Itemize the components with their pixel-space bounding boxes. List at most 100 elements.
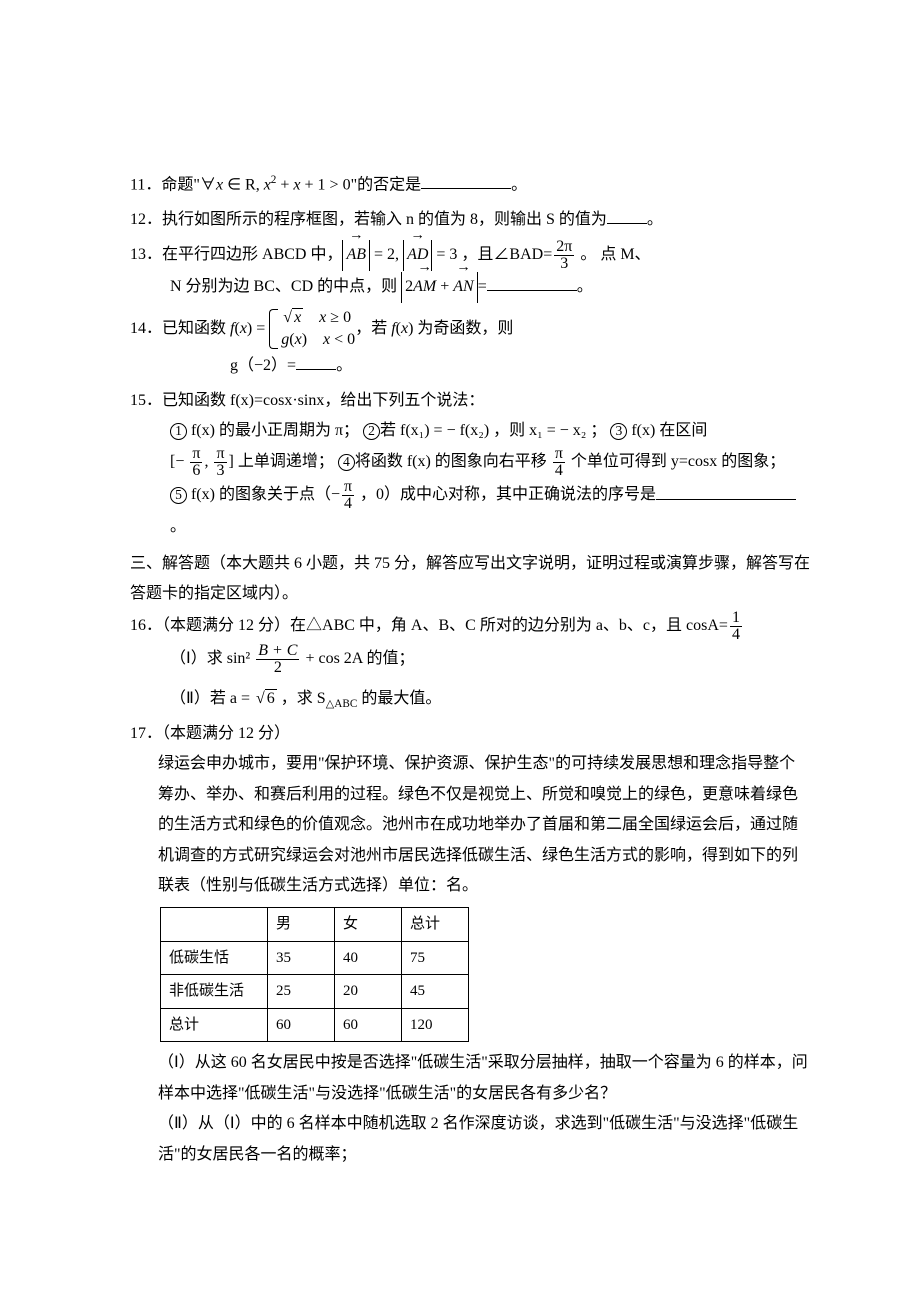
cell: 35 xyxy=(268,941,335,975)
contingency-table: 男 女 总计 低碳生恬 35 40 75 非低碳生活 25 20 45 xyxy=(160,907,469,1042)
table-row: 总计 60 60 120 xyxy=(161,1008,469,1042)
sqrt6-val: 6 xyxy=(265,689,277,707)
q15-s4a: 将函数 f(x) 的图象向右平移 xyxy=(355,454,551,471)
q16-frac1: 14 xyxy=(730,610,742,643)
q13-l1d: 。 点 M、 xyxy=(576,246,650,263)
q13-l2a: N 分别为边 BC、CD 的中点，则 xyxy=(170,278,401,295)
circled-5: 5 xyxy=(170,487,187,504)
question-15: 15．已知函数 f(x)=cosx·sinx，给出下列五个说法： 1 f(x) … xyxy=(130,386,810,543)
q15-blank xyxy=(656,483,796,500)
exam-page: 11．命题"∀x ∈ R, x2 + x + 1 > 0"的否定是。 12．执行… xyxy=(0,0,920,1254)
table-row: 低碳生恬 35 40 75 xyxy=(161,941,469,975)
q16-part2: （Ⅱ）若 a = 6 ，求 S△ABC 的最大值。 xyxy=(130,684,810,715)
cell: 60 xyxy=(268,1008,335,1042)
q15-l2a: [− xyxy=(170,454,188,471)
question-17: 17．（本题满分 12 分） 绿运会申办城市，要用"保护环境、保护资源、保护生态… xyxy=(130,719,810,1170)
pi4a-den: 4 xyxy=(553,463,565,479)
q16-part1: （Ⅰ）求 sin² B + C2 + cos 2A 的值； xyxy=(130,643,810,676)
circled-3: 3 xyxy=(610,423,627,440)
frac-pi6: π6 xyxy=(190,446,202,479)
cell: 45 xyxy=(402,975,469,1009)
q16-sub: △ABC xyxy=(326,698,358,710)
q15-line3: 5 f(x) 的图象关于点（−π4 ，0）成中心对称，其中正确说法的序号是。 xyxy=(130,479,810,542)
pi6-num: π xyxy=(190,446,202,463)
q17-headtext: （本题满分 12 分） xyxy=(162,725,290,742)
q15-head: 15．已知函数 f(x)=cosx·sinx，给出下列五个说法： xyxy=(130,386,810,416)
q11-x2: x xyxy=(264,176,271,193)
cell: 60 xyxy=(335,1008,402,1042)
q14-num: 14． xyxy=(130,320,162,337)
cell: 25 xyxy=(268,975,335,1009)
cell: 低碳生恬 xyxy=(161,941,268,975)
vec-AB-text: AB xyxy=(346,246,366,263)
question-14: 14．已知函数 f(x) = x x ≥ 0 g(x) x < 0 ，若 f(x… xyxy=(130,307,810,382)
q16-bcn: B + C xyxy=(256,643,299,660)
th-0 xyxy=(161,908,268,942)
q13-line2: N 分别为边 BC、CD 的中点，则 2→AM + →AN=。 xyxy=(130,272,810,302)
q11-x: x xyxy=(216,176,223,193)
q14-suffix: 。 xyxy=(336,357,352,374)
q12-blank xyxy=(607,207,647,224)
pi3-num: π xyxy=(214,446,226,463)
q14-tb: = xyxy=(252,320,269,337)
q12-suffix: 。 xyxy=(647,211,663,228)
q11-text-a: 命题"∀ xyxy=(161,176,216,193)
q11-num: 11． xyxy=(130,176,161,193)
table-row: 非低碳生活 25 20 45 xyxy=(161,975,469,1009)
cell: 120 xyxy=(402,1008,469,1042)
q15-s3: f(x) 在区间 xyxy=(627,422,707,439)
q14-piecewise: x x ≥ 0 g(x) x < 0 xyxy=(269,307,355,352)
circled-1: 1 xyxy=(170,423,187,440)
q13-frac-num: 2π xyxy=(554,239,574,256)
cell: 75 xyxy=(402,941,469,975)
vec-AM: →AM xyxy=(413,272,436,302)
q14-line2: g（−2）= 。 xyxy=(130,351,810,381)
q14-ta: 已知函数 xyxy=(162,320,230,337)
q15-s5b: ，0）成中心对称，其中正确说法的序号是 xyxy=(356,487,656,504)
q15-s2: 若 f(x₁) = − f(x₂) ，则 x₁ = − x₂ ； xyxy=(380,422,606,439)
q13-l1a: 在平行四边形 ABCD 中， xyxy=(162,246,342,263)
cell: 20 xyxy=(335,975,402,1009)
q11-x3: x xyxy=(293,176,300,193)
frac-pi4b: π4 xyxy=(342,479,354,512)
q13-l1b: = 2, xyxy=(370,246,403,263)
table-head-row: 男 女 总计 xyxy=(161,908,469,942)
pi6-den: 6 xyxy=(190,463,202,479)
q13-blank xyxy=(487,274,577,291)
q16-fracbc: B + C2 xyxy=(256,643,299,676)
pi3-den: 3 xyxy=(214,463,226,479)
q13-l1c: = 3 ，且∠BAD= xyxy=(432,246,552,263)
q14-td: 为奇函数，则 xyxy=(413,320,513,337)
q14-line1: 14．已知函数 f(x) = x x ≥ 0 g(x) x < 0 ，若 f(x… xyxy=(130,307,810,352)
q16-p2a: （Ⅱ）若 a = xyxy=(170,690,254,707)
vec-AN: →AN xyxy=(453,272,473,302)
q16-head: 16．（本题满分 12 分）在△ABC 中，角 A、B、C 所对的边分别为 a、… xyxy=(130,610,810,643)
q16-num: 16． xyxy=(130,617,162,634)
q16-p2c: 的最大值。 xyxy=(357,690,441,707)
q15-s5a: f(x) 的图象关于点（− xyxy=(187,487,340,504)
pi4b-num: π xyxy=(342,479,354,496)
vec-AB: →AB xyxy=(346,240,366,270)
q17-head: 17．（本题满分 12 分） xyxy=(130,719,810,749)
q15-headtext: 已知函数 f(x)=cosx·sinx，给出下列五个说法： xyxy=(162,392,484,409)
q15-num: 15． xyxy=(130,392,162,409)
th-2: 女 xyxy=(335,908,402,942)
pi4a-num: π xyxy=(553,446,565,463)
q15-s4b: 个单位可得到 y=cosx 的图象； xyxy=(567,454,785,471)
q15-s1: f(x) 的最小正周期为 π； xyxy=(187,422,359,439)
frac-pi4a: π4 xyxy=(553,446,565,479)
question-13: 13．在平行四边形 ABCD 中，→AB = 2, →AD = 3 ，且∠BAD… xyxy=(130,239,810,302)
q16-f1d: 4 xyxy=(730,627,742,643)
q13-frac: 2π3 xyxy=(554,239,574,272)
q14-g2: g（−2）= xyxy=(230,357,296,374)
q16-p1a: （Ⅰ）求 sin² xyxy=(170,650,254,667)
pi4b-den: 4 xyxy=(342,496,354,512)
cell: 总计 xyxy=(161,1008,268,1042)
sqrt6: 6 xyxy=(254,684,277,714)
q13-suffix: 。 xyxy=(577,278,593,295)
q11-suffix: 。 xyxy=(511,176,527,193)
question-11: 11．命题"∀x ∈ R, x2 + x + 1 > 0"的否定是。 xyxy=(130,170,810,201)
q15-line2: [− π6, π3] 上单调递增； 4将函数 f(x) 的图象向右平移 π4 个… xyxy=(130,446,810,479)
q13-l2b: = xyxy=(478,278,487,295)
q15-l2b: ] 上单调递增； xyxy=(229,454,334,471)
